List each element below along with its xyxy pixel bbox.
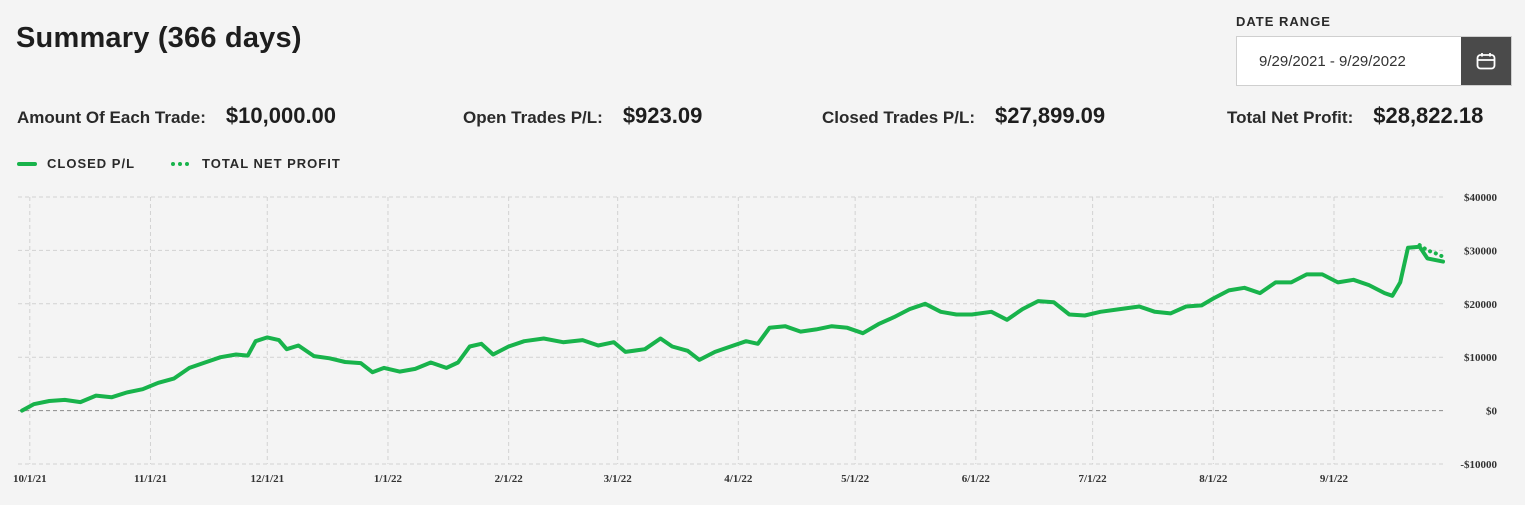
dotted-line-swatch-icon — [171, 161, 192, 166]
stat-closed-trades-pl: Closed Trades P/L: $27,899.09 — [822, 103, 1105, 129]
y-tick-label: $40000 — [1464, 192, 1498, 204]
y-tick-label: $0 — [1486, 406, 1498, 418]
series-line-closed-pl — [20, 244, 1445, 413]
stat-label: Amount Of Each Trade: — [17, 108, 206, 127]
x-tick-label: 10/1/21 — [13, 473, 47, 485]
date-range-picker[interactable]: 9/29/2021 - 9/29/2022 — [1236, 36, 1512, 86]
y-tick-label: $20000 — [1464, 299, 1498, 311]
x-tick-label: 1/1/22 — [374, 473, 403, 485]
x-tick-label: 2/1/22 — [495, 473, 524, 485]
stat-label: Open Trades P/L: — [463, 108, 603, 127]
stat-amount-each-trade: Amount Of Each Trade: $10,000.00 — [17, 103, 336, 129]
legend-label: CLOSED P/L — [47, 156, 136, 171]
y-tick-label: $10000 — [1464, 352, 1498, 364]
legend-label: TOTAL NET PROFIT — [202, 156, 341, 171]
stat-label: Closed Trades P/L: — [822, 108, 976, 127]
x-tick-label: 8/1/22 — [1199, 473, 1228, 485]
x-tick-label: 11/1/21 — [134, 473, 167, 485]
stat-open-trades-pl: Open Trades P/L: $923.09 — [463, 103, 702, 129]
series-line-total-net-profit — [1417, 243, 1445, 259]
legend-item-closed-pl[interactable]: CLOSED P/L — [17, 156, 135, 171]
stat-total-net-profit: Total Net Profit: $28,822.18 — [1227, 103, 1483, 129]
calendar-button[interactable] — [1461, 37, 1511, 85]
chart-legend: CLOSED P/L TOTAL NET PROFIT — [17, 156, 377, 171]
date-range-input[interactable]: 9/29/2021 - 9/29/2022 — [1259, 52, 1406, 70]
y-tick-label: $30000 — [1464, 245, 1498, 257]
x-tick-label: 4/1/22 — [724, 473, 753, 485]
x-tick-label: 7/1/22 — [1079, 473, 1108, 485]
y-tick-label: -$10000 — [1460, 459, 1497, 471]
page-title: Summary (366 days) — [16, 22, 302, 54]
legend-item-total-net-profit[interactable]: TOTAL NET PROFIT — [171, 156, 341, 171]
date-range-label: DATE RANGE — [1236, 14, 1331, 29]
solid-line-swatch-icon — [17, 161, 37, 166]
stat-value: $27,899.09 — [995, 103, 1106, 128]
stat-value: $10,000.00 — [225, 103, 337, 128]
stat-label: Total Net Profit: — [1227, 108, 1354, 127]
x-tick-label: 5/1/22 — [841, 473, 870, 485]
x-tick-label: 6/1/22 — [962, 473, 991, 485]
pl-line-chart: $40000 $30000 $20000 $10000 $0 -$10000 10/1/21… — [13, 192, 1498, 485]
x-tick-label: 3/1/22 — [604, 473, 633, 485]
x-tick-label: 12/1/21 — [250, 473, 284, 485]
calendar-icon — [1476, 53, 1496, 70]
stat-value: $923.09 — [622, 103, 703, 128]
stat-value: $28,822.18 — [1373, 103, 1484, 128]
x-tick-label: 9/1/22 — [1320, 473, 1349, 485]
